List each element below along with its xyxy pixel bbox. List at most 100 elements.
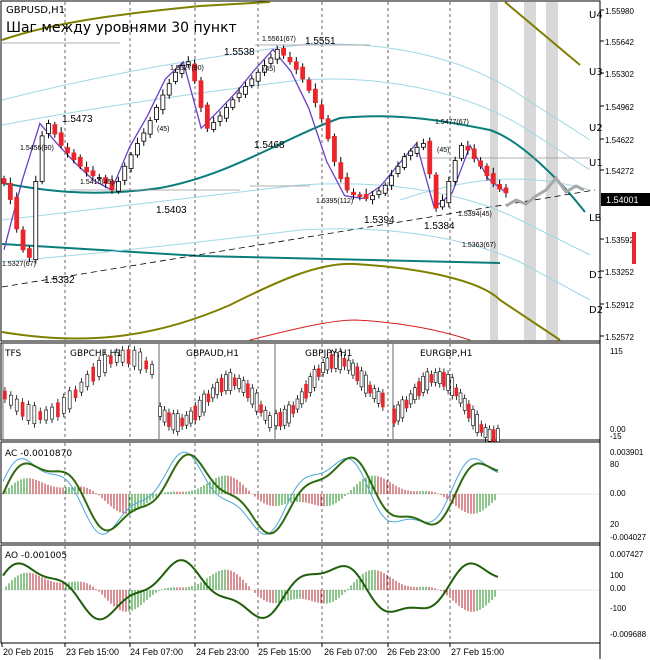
candle xyxy=(147,120,153,135)
candle xyxy=(319,104,325,120)
tfs-candle xyxy=(232,377,237,387)
candle xyxy=(490,173,496,184)
candle xyxy=(103,177,109,184)
tfs-candle xyxy=(3,390,7,400)
tfs-candle xyxy=(321,362,325,374)
candle xyxy=(376,190,382,195)
tfs-candle xyxy=(404,399,409,409)
ao-label: AO -0.001005 xyxy=(5,551,67,561)
candle xyxy=(179,65,185,74)
candle xyxy=(446,181,452,204)
tfs-candle xyxy=(237,378,241,389)
candle xyxy=(90,170,96,177)
shade-band xyxy=(490,2,498,340)
time-tick-label: 26 Feb 07:00 xyxy=(324,647,377,657)
tfs-candle xyxy=(67,390,72,410)
tfs-candle xyxy=(376,391,381,404)
envelope-lines xyxy=(0,1,596,341)
tfs-candle xyxy=(228,372,233,391)
tfs-candle xyxy=(126,349,131,364)
tfs-candle xyxy=(144,360,148,370)
level-label: U1 xyxy=(589,158,603,169)
zigzag-line xyxy=(3,48,507,250)
tfs-pair: GBPJPY,H1 xyxy=(305,349,352,359)
ao-signal-line xyxy=(2,559,499,621)
tfs-candle xyxy=(206,393,211,403)
tfs-candle xyxy=(471,409,475,426)
price-tick-label: 1.54272 xyxy=(605,167,634,176)
ac-axis-label: 0.00 xyxy=(610,489,626,498)
ac-line xyxy=(2,453,499,535)
tfs-candle xyxy=(287,404,291,424)
tfs-candle xyxy=(334,352,338,369)
annotation: 1.5394(45) xyxy=(458,211,492,218)
tfs-candle xyxy=(359,370,364,388)
candle xyxy=(363,193,369,199)
annotation: 1.5551 xyxy=(305,36,336,47)
candle xyxy=(243,86,248,95)
candle xyxy=(268,57,274,64)
price-tick-label: 1.55980 xyxy=(605,7,634,16)
candle xyxy=(154,106,159,120)
tfs-pane xyxy=(0,342,601,441)
ac-signal-lines xyxy=(2,451,499,535)
tfs-candle xyxy=(20,402,25,417)
channel-line xyxy=(1,228,591,301)
ac-axis-label: -0.004027 xyxy=(610,533,647,542)
tfs-candle xyxy=(317,368,321,377)
candle xyxy=(281,47,286,56)
current-price-box xyxy=(601,193,650,206)
annotation: 1.5456(90) xyxy=(20,145,54,152)
annotation: 1.5538 xyxy=(224,47,255,58)
level-label: D2 xyxy=(589,305,603,316)
price-annotations: 1.5473 1.5456(90) 1.5410(45) (45) 1.5403… xyxy=(2,36,496,286)
candle xyxy=(255,71,261,82)
upper-envelope xyxy=(504,1,581,66)
candle xyxy=(84,166,90,173)
candle xyxy=(459,144,464,159)
candle xyxy=(389,175,395,186)
main-grid xyxy=(64,2,451,340)
tfs-candle xyxy=(158,406,162,417)
candle xyxy=(204,104,210,129)
candle xyxy=(262,65,267,73)
ao-axis-label: -0.009688 xyxy=(610,630,647,639)
lower-envelope xyxy=(1,262,561,341)
candle xyxy=(1,178,7,184)
candle xyxy=(230,99,236,108)
annotation: 1.5327(67) xyxy=(2,261,36,268)
ao-line xyxy=(2,559,499,621)
candle xyxy=(287,57,293,63)
time-tick-label: 25 Feb 15:00 xyxy=(258,647,311,657)
tfs-candle xyxy=(268,415,272,428)
projection xyxy=(505,175,585,208)
tfs-candle xyxy=(32,405,37,425)
tfs-candle xyxy=(79,381,84,393)
tfs-candle xyxy=(274,413,278,427)
candle xyxy=(224,106,229,119)
candle xyxy=(77,156,83,167)
main-pane xyxy=(0,0,601,342)
tfs-candle xyxy=(338,351,342,370)
ac-axis-label: 0.003901 xyxy=(610,448,644,457)
tfs-candle xyxy=(458,392,463,404)
tfs-candle xyxy=(211,387,215,399)
tfs-candle xyxy=(372,388,377,399)
candle xyxy=(312,88,318,104)
annotation: 1.5332 xyxy=(44,275,75,286)
annotation: 1.5473 xyxy=(62,114,93,125)
tfs-candle xyxy=(197,399,202,417)
price-tick-label: 1.54622 xyxy=(605,136,634,145)
tfs-candle xyxy=(479,424,484,433)
level-label: U3 xyxy=(589,67,603,78)
candle xyxy=(128,154,134,169)
zigzag xyxy=(3,48,507,250)
candle xyxy=(20,229,26,251)
channel-line xyxy=(1,78,591,171)
candle xyxy=(420,143,426,148)
candle xyxy=(338,162,344,179)
shade-band xyxy=(546,2,558,340)
tfs-candle xyxy=(171,413,176,431)
tfs-candle xyxy=(162,409,167,423)
tfs-candle xyxy=(446,374,450,391)
